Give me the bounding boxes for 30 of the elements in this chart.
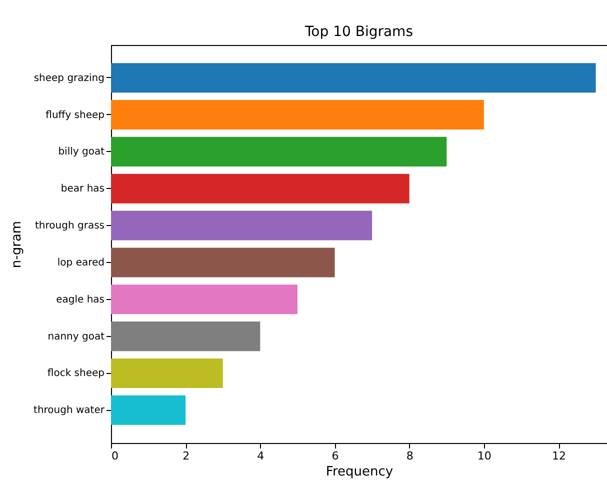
y-tick-label: flock sheep [47, 368, 104, 380]
y-tick-label: eagle has [56, 294, 104, 306]
x-tick-label: 8 [406, 450, 414, 462]
bar [111, 322, 260, 352]
bar [111, 395, 186, 425]
y-tick-label: through water [34, 405, 106, 416]
bar [111, 284, 298, 314]
y-tick-label: through grass [35, 220, 104, 232]
chart-title: Top 10 Bigrams [304, 24, 413, 40]
bar [111, 63, 596, 93]
bar [111, 136, 447, 166]
bar [111, 174, 410, 204]
x-tick-label: 4 [257, 450, 264, 462]
y-tick-label: nanny goat [48, 331, 105, 342]
x-tick-label: 6 [332, 450, 339, 462]
y-axis-title: n-gram [10, 220, 25, 268]
x-axis-title: Frequency [326, 464, 394, 480]
bar [111, 100, 484, 130]
x-tick-label: 12 [552, 450, 566, 462]
bar [111, 248, 335, 278]
y-tick-label: bear has [60, 184, 104, 195]
y-tick-label: billy goat [58, 146, 105, 158]
x-tick-label: 2 [182, 450, 190, 462]
y-tick-label: fluffy sheep [46, 110, 104, 121]
x-tick-label: 0 [112, 450, 118, 462]
y-tick-label: sheep grazing [34, 72, 104, 84]
bar [111, 358, 223, 388]
y-tick-label: lop eared [57, 257, 104, 268]
bar [111, 210, 372, 240]
x-tick-label: 10 [477, 450, 492, 462]
